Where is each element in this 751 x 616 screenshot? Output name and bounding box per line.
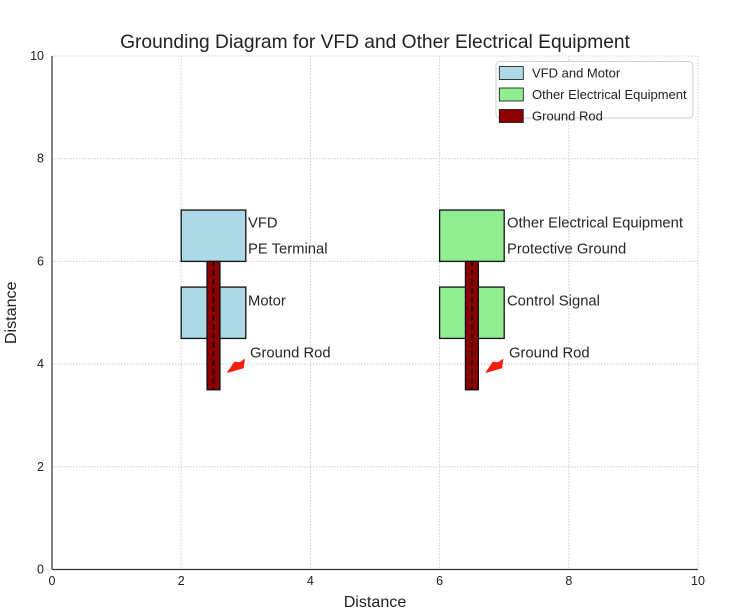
svg-text:Ground Rod: Ground Rod: [532, 109, 603, 124]
svg-text:Protective Ground: Protective Ground: [507, 242, 626, 258]
svg-text:2: 2: [178, 574, 185, 588]
svg-text:6: 6: [37, 254, 44, 268]
svg-text:Other Electrical Equipment: Other Electrical Equipment: [532, 87, 687, 102]
svg-text:0: 0: [37, 563, 44, 577]
svg-text:Motor: Motor: [248, 294, 286, 310]
svg-text:2: 2: [37, 460, 44, 474]
svg-text:4: 4: [307, 574, 314, 588]
svg-text:0: 0: [49, 574, 56, 588]
svg-text:Ground Rod: Ground Rod: [250, 346, 331, 362]
svg-text:6: 6: [436, 574, 443, 588]
svg-text:PE Terminal: PE Terminal: [248, 242, 328, 258]
svg-text:4: 4: [37, 357, 44, 371]
svg-text:Other Electrical Equipment: Other Electrical Equipment: [507, 216, 683, 232]
svg-text:Distance: Distance: [344, 593, 407, 611]
svg-text:Distance: Distance: [2, 281, 20, 344]
svg-text:10: 10: [691, 574, 705, 588]
svg-text:Grounding Diagram for VFD and: Grounding Diagram for VFD and Other Elec…: [120, 32, 630, 53]
svg-text:10: 10: [30, 49, 44, 63]
svg-text:8: 8: [37, 152, 44, 166]
svg-text:8: 8: [565, 574, 572, 588]
svg-text:VFD: VFD: [248, 216, 278, 232]
svg-text:Control Signal: Control Signal: [507, 294, 600, 310]
svg-text:VFD and Motor: VFD and Motor: [532, 66, 621, 81]
svg-text:Ground Rod: Ground Rod: [509, 346, 590, 362]
